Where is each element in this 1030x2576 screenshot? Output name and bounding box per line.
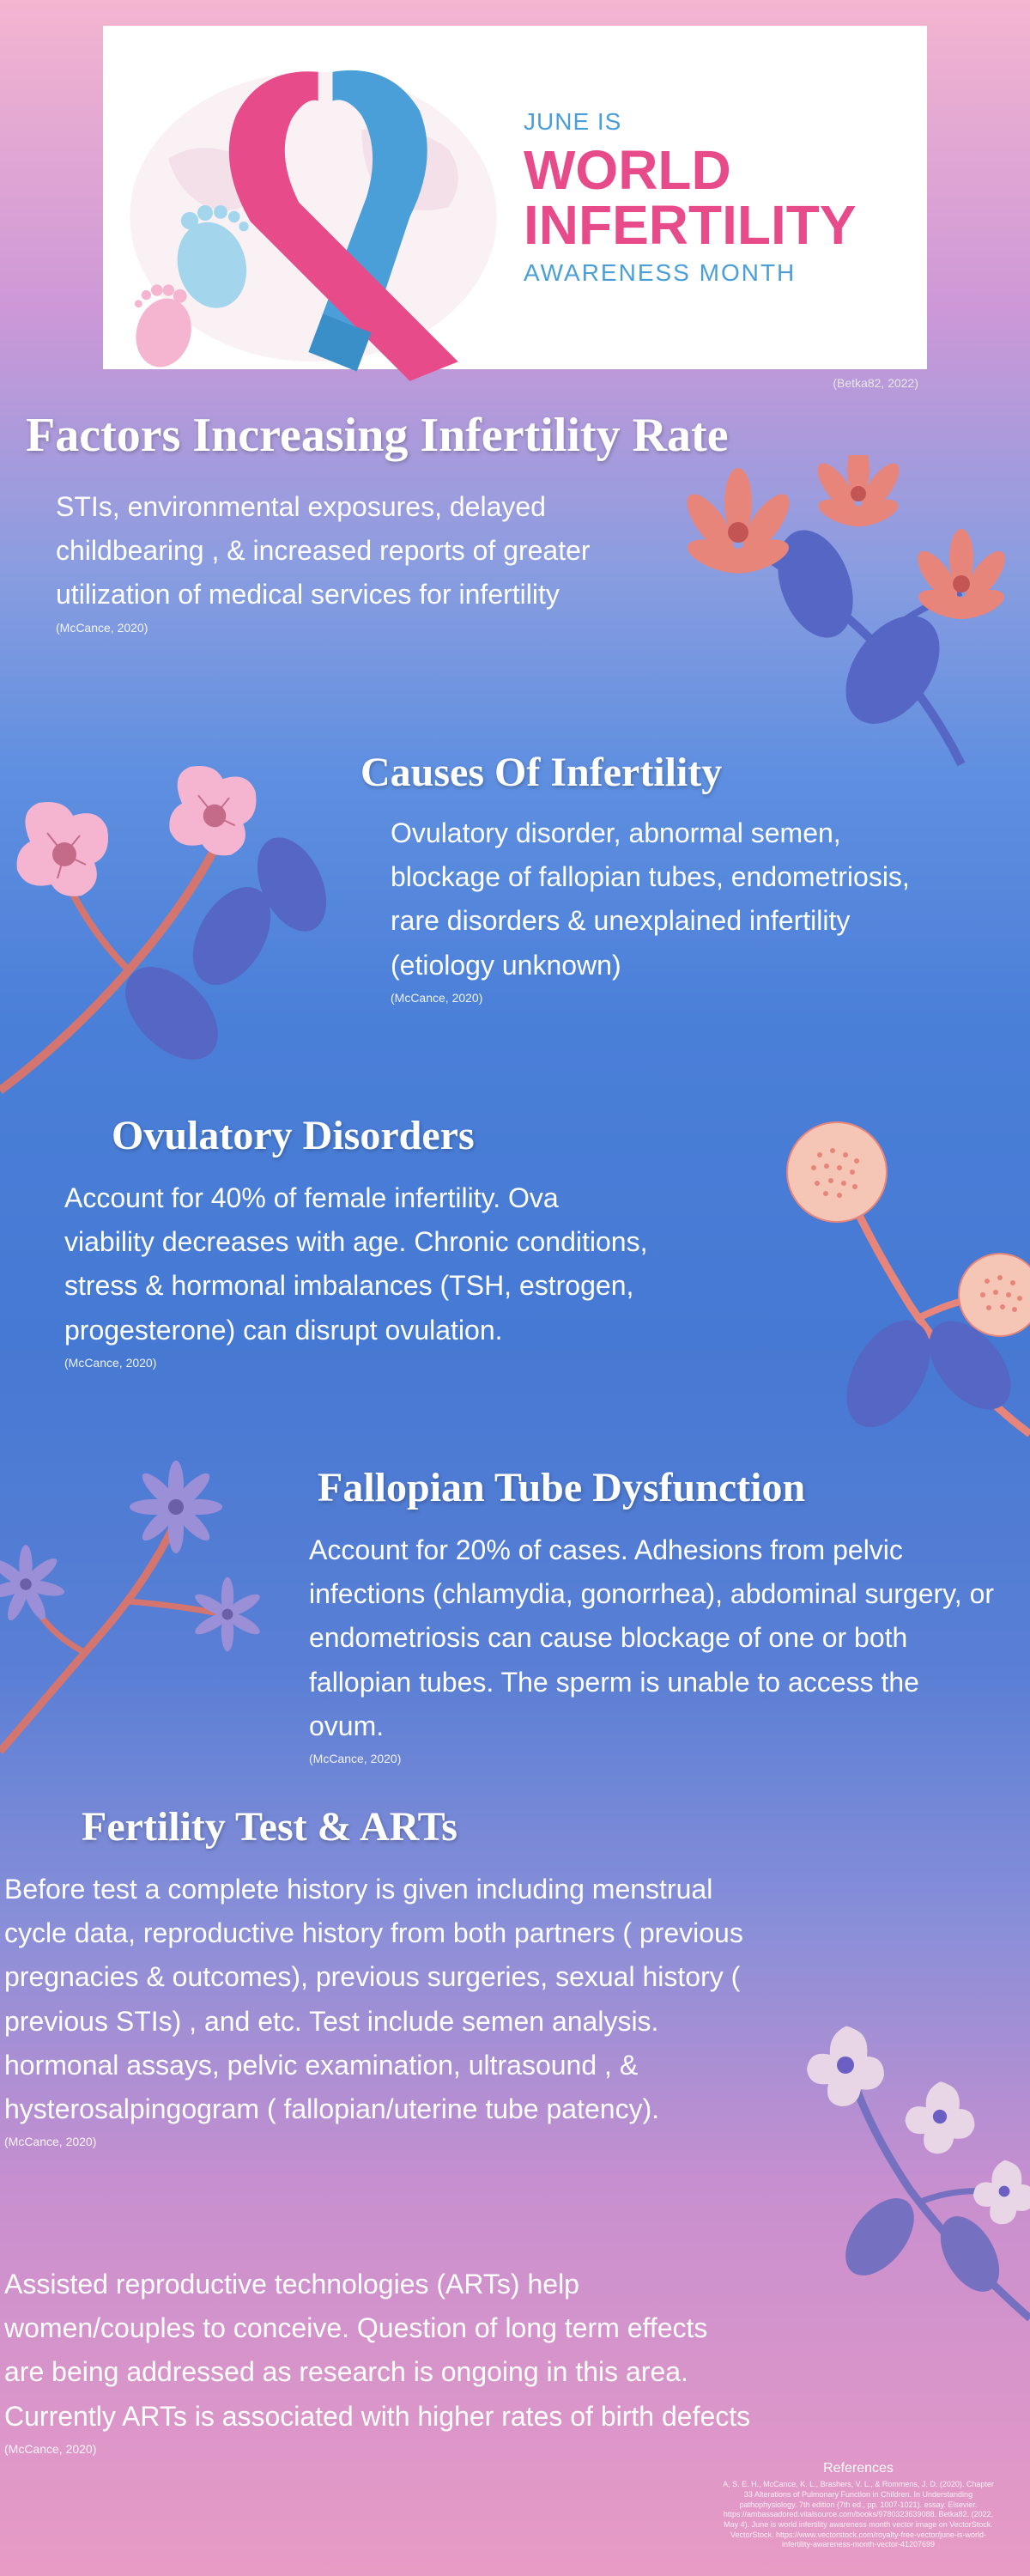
flower-decoration-3	[670, 1108, 1030, 1451]
fallopian-heading: Fallopian Tube Dysfunction	[318, 1464, 805, 1511]
tests-body2: Assisted reproductive technologies (ARTs…	[4, 2263, 751, 2456]
banner-graphic	[120, 43, 506, 352]
causes-text: Ovulatory disorder, abnormal semen, bloc…	[391, 811, 957, 987]
banner-subtitle-top: JUNE IS	[524, 108, 910, 136]
factors-heading: Factors Increasing Infertility Rate	[26, 408, 729, 463]
banner-text: JUNE IS WORLD INFERTILITY AWARENESS MONT…	[506, 108, 910, 287]
ovulatory-cite: (McCance, 2020)	[64, 1356, 648, 1370]
banner-title-line1: WORLD	[524, 143, 910, 197]
tests-cite1: (McCance, 2020)	[4, 2135, 751, 2148]
ovulatory-text: Account for 40% of female infertility. O…	[64, 1176, 648, 1352]
banner-subtitle-bottom: AWARENESS MONTH	[524, 259, 910, 287]
flower-decoration-5	[704, 1992, 1030, 2336]
references-heading: References	[721, 2461, 996, 2476]
flower-decoration-1	[635, 455, 1030, 773]
tests-cite2: (McCance, 2020)	[4, 2442, 751, 2456]
references-text: A, S. E. H., McCance, K. L., Brashers, V…	[721, 2480, 996, 2550]
factors-cite: (McCance, 2020)	[56, 621, 622, 635]
ovulatory-heading: Ovulatory Disorders	[112, 1112, 475, 1159]
flower-decoration-4	[0, 1434, 309, 1760]
tests-text2: Assisted reproductive technologies (ARTs…	[4, 2263, 751, 2439]
ovulatory-body: Account for 40% of female infertility. O…	[64, 1176, 648, 1370]
fallopian-cite: (McCance, 2020)	[309, 1752, 996, 1765]
causes-body: Ovulatory disorder, abnormal semen, bloc…	[391, 811, 957, 1005]
banner-citation: (Betka82, 2022)	[833, 376, 918, 390]
factors-text: STIs, environmental exposures, delayed c…	[56, 485, 622, 617]
tests-body1: Before test a complete history is given …	[4, 1868, 751, 2148]
tests-heading: Fertility Test & ARTs	[82, 1803, 457, 1850]
factors-body: STIs, environmental exposures, delayed c…	[56, 485, 622, 635]
fallopian-text: Account for 20% of cases. Adhesions from…	[309, 1528, 996, 1748]
banner-title-line2: INFERTILITY	[524, 197, 910, 252]
ribbon-footprint-icon	[120, 43, 506, 391]
causes-heading: Causes Of Infertility	[360, 749, 722, 796]
references-block: References A, S. E. H., McCance, K. L., …	[721, 2461, 996, 2550]
flower-decoration-2	[0, 713, 360, 1108]
tests-text1: Before test a complete history is given …	[4, 1868, 751, 2131]
fallopian-body: Account for 20% of cases. Adhesions from…	[309, 1528, 996, 1765]
causes-cite: (McCance, 2020)	[391, 991, 957, 1005]
awareness-banner: JUNE IS WORLD INFERTILITY AWARENESS MONT…	[103, 26, 927, 369]
